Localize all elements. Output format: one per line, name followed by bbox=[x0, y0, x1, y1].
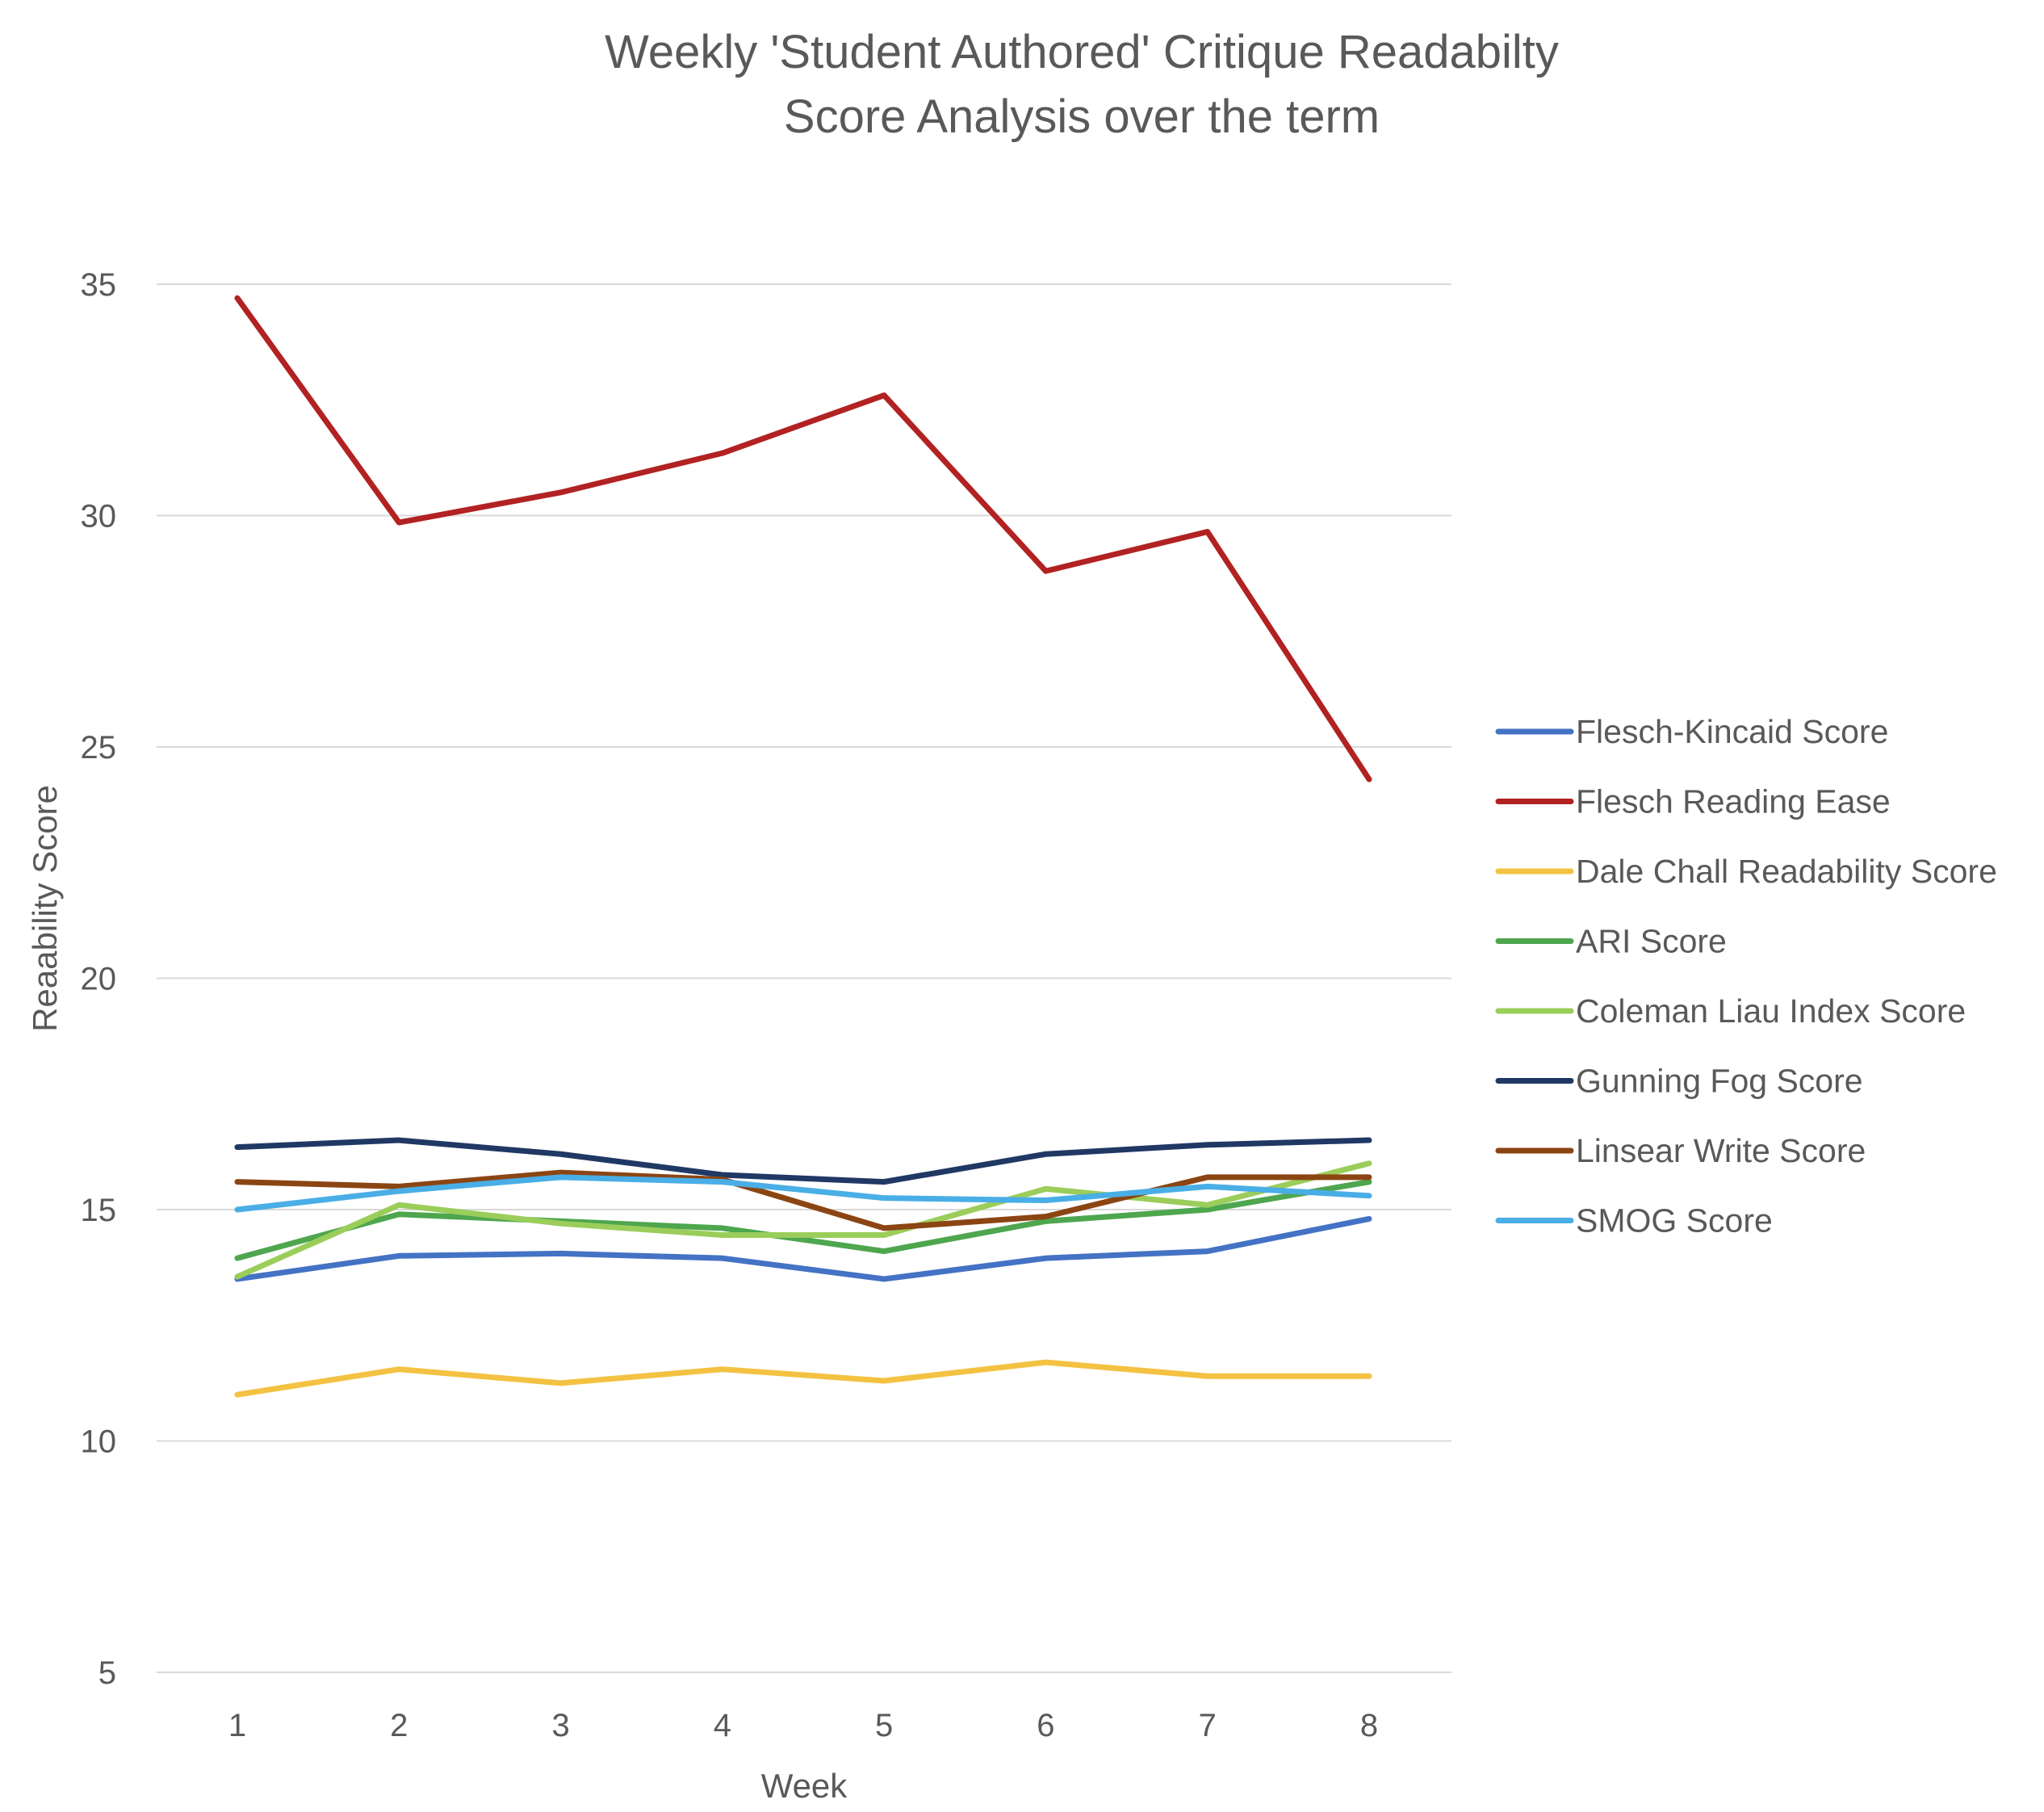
x-tick-label: 1 bbox=[228, 1708, 246, 1743]
legend-label: ARI Score bbox=[1576, 923, 1727, 960]
series-line-8 bbox=[234, 1174, 1372, 1213]
y-tick-label: 5 bbox=[98, 1655, 116, 1691]
y-tick-label: 15 bbox=[81, 1193, 117, 1228]
series-line-3 bbox=[234, 1359, 1372, 1398]
y-axis-ticks: 5 10 15 20 25 30 35 bbox=[81, 267, 117, 1691]
legend-label: Flesch-Kincaid Score bbox=[1576, 713, 1888, 750]
series-line-5 bbox=[234, 1160, 1372, 1280]
legend-label: Linsear Write Score bbox=[1576, 1132, 1866, 1169]
chart-title-line-2: Score Analysis over the term bbox=[784, 90, 1380, 143]
legend-label: Gunning Fog Score bbox=[1576, 1063, 1863, 1100]
legend-label: SMOG Score bbox=[1576, 1202, 1773, 1239]
x-tick-label: 5 bbox=[875, 1708, 893, 1743]
y-tick-label: 25 bbox=[81, 730, 117, 765]
x-tick-label: 3 bbox=[551, 1708, 569, 1743]
series-lines bbox=[234, 295, 1372, 1398]
legend-label: Flesch Reading Ease bbox=[1576, 783, 1891, 820]
y-tick-label: 35 bbox=[81, 267, 117, 303]
x-axis-title: Week bbox=[761, 1767, 848, 1805]
series-line-1 bbox=[234, 1215, 1372, 1282]
y-tick-label: 30 bbox=[81, 499, 117, 535]
series-line-7 bbox=[234, 1169, 1372, 1231]
y-axis-title: Reaability Score bbox=[26, 785, 64, 1032]
x-tick-label: 4 bbox=[714, 1708, 731, 1743]
gridlines bbox=[157, 283, 1451, 1673]
chart-title: Weekly 'Student Authored' Critique Reada… bbox=[605, 26, 1559, 143]
chart-title-line-1: Weekly 'Student Authored' Critique Reada… bbox=[605, 26, 1559, 78]
x-tick-label: 8 bbox=[1360, 1708, 1378, 1743]
series-line-4 bbox=[234, 1179, 1372, 1261]
legend: Flesch-Kincaid Score Flesch Reading Ease D… bbox=[1495, 713, 1997, 1239]
x-tick-label: 7 bbox=[1199, 1708, 1217, 1743]
x-axis-ticks: 1 2 3 4 5 6 7 8 bbox=[228, 1708, 1378, 1743]
y-tick-label: 20 bbox=[81, 962, 117, 997]
series-line-2 bbox=[234, 295, 1372, 782]
series-line-6 bbox=[234, 1137, 1372, 1185]
x-tick-label: 2 bbox=[390, 1708, 408, 1743]
y-tick-label: 10 bbox=[81, 1424, 117, 1460]
x-tick-label: 6 bbox=[1037, 1708, 1054, 1743]
legend-label: Dale Chall Readability Score bbox=[1576, 853, 1997, 890]
legend-label: Coleman Liau Index Score bbox=[1576, 992, 1966, 1030]
